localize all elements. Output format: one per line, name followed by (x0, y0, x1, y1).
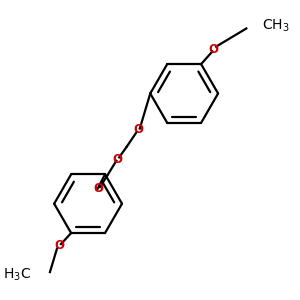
Text: O: O (133, 123, 143, 136)
Text: H$_3$C: H$_3$C (4, 266, 32, 283)
Text: O: O (113, 152, 123, 166)
Text: O: O (94, 182, 103, 195)
Text: O: O (54, 239, 64, 252)
Text: O: O (209, 44, 219, 56)
Text: CH$_3$: CH$_3$ (262, 17, 289, 34)
